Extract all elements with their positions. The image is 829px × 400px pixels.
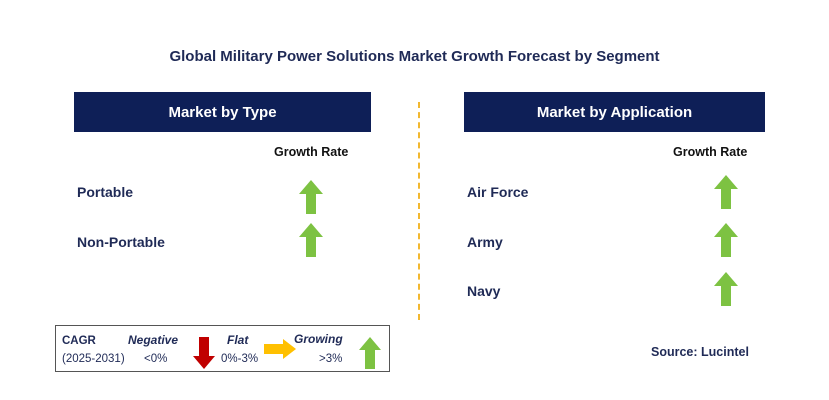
type-row-portable: Portable [77, 184, 134, 200]
legend-growing-range: >3% [319, 353, 343, 365]
market-by-application-header: Market by Application [464, 92, 765, 132]
application-growth-rate-label: Growth Rate [673, 145, 748, 159]
application-row-air-force: Air Force [467, 184, 529, 200]
growing-arrow-icon [359, 337, 381, 369]
cagr-legend: CAGR (2025-2031) Negative <0% Flat 0%-3%… [55, 325, 390, 372]
type-growth-rate-label: Growth Rate [274, 145, 349, 159]
legend-flat-range: 0%-3% [221, 353, 259, 365]
growing-arrow-icon [299, 180, 323, 214]
legend-cagr-label: CAGR [62, 335, 96, 347]
growing-arrow-icon [714, 272, 738, 306]
chart-title: Global Military Power Solutions Market G… [169, 48, 660, 65]
application-row-army: Army [467, 234, 503, 250]
application-row-navy: Navy [467, 283, 501, 299]
legend-negative-range: <0% [144, 353, 168, 365]
flat-arrow-icon [264, 339, 296, 359]
growing-arrow-icon [714, 223, 738, 257]
legend-negative-label: Negative [128, 333, 179, 347]
growing-arrow-icon [714, 175, 738, 209]
market-by-type-header: Market by Type [74, 92, 371, 132]
growing-arrow-icon [299, 223, 323, 257]
panel-divider [418, 102, 420, 320]
legend-period: (2025-2031) [62, 353, 125, 365]
legend-flat-label: Flat [227, 333, 249, 347]
source-label: Source: Lucintel [651, 345, 749, 359]
negative-arrow-icon [193, 337, 215, 369]
type-row-non-portable: Non-Portable [77, 234, 165, 250]
legend-growing-label: Growing [294, 332, 343, 346]
